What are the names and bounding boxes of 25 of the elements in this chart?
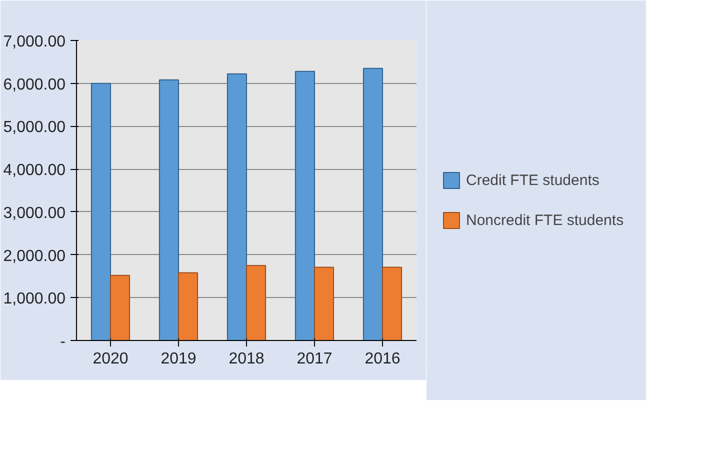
bar (246, 265, 266, 340)
y-tick-label: 3,000.00 (3, 204, 66, 222)
y-tick-label: 1,000.00 (3, 290, 66, 308)
x-tick-label: 2018 (228, 350, 264, 368)
y-tick-label: 6,000.00 (3, 76, 66, 94)
bar (314, 266, 334, 340)
y-tick-label: 4,000.00 (3, 162, 66, 180)
x-tick-label: 2016 (364, 350, 400, 368)
legend-label: Noncredit FTE students (466, 212, 624, 228)
y-tick-label: 2,000.00 (3, 248, 66, 265)
bar (382, 266, 402, 340)
bar (362, 68, 383, 340)
bar (110, 274, 130, 340)
bar (226, 73, 247, 340)
x-tick-label: 2017 (296, 350, 332, 368)
legend-label: Credit FTE students (466, 172, 600, 188)
x-tick-label: 2019 (160, 350, 196, 368)
y-tick-label: - (60, 334, 66, 350)
bar (294, 70, 315, 340)
y-tick-label: 7,000.00 (3, 34, 66, 50)
x-tick-label: 2020 (92, 350, 128, 368)
bar (178, 272, 198, 340)
bar (90, 82, 111, 340)
y-tick-label: 5,000.00 (3, 119, 66, 136)
bar (158, 79, 179, 340)
